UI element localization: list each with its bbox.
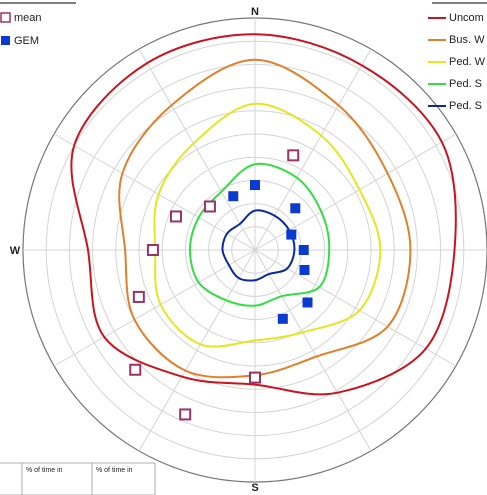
contour-line <box>70 33 457 396</box>
grid-spoke <box>53 249 256 367</box>
gem-marker <box>277 313 288 324</box>
legend-label: GEM <box>14 35 39 47</box>
legend-label: Uncom <box>449 12 484 24</box>
legend-swatch <box>0 12 11 23</box>
compass-label: N <box>251 6 259 18</box>
mean-marker <box>132 290 145 303</box>
gem-marker <box>228 191 239 202</box>
table-header: % of time in <box>26 467 63 474</box>
legend-label: Ped. S <box>449 100 482 112</box>
grid-spoke <box>138 48 256 251</box>
table-header: % of time in <box>96 467 133 474</box>
mean-marker <box>146 244 159 256</box>
grid-spoke <box>53 133 256 251</box>
mean-marker <box>179 408 192 421</box>
gem-marker <box>298 245 309 255</box>
gem-marker <box>299 264 310 275</box>
mean-marker <box>169 210 182 223</box>
gem-marker <box>290 203 301 214</box>
summary-table: % of time in % of time in <box>0 462 156 495</box>
legend-swatch <box>1 36 10 45</box>
legend-label: Ped. W <box>449 56 486 68</box>
mean-marker <box>287 149 300 162</box>
grid-spoke <box>254 249 372 452</box>
mean-marker <box>129 363 142 376</box>
grid-spoke <box>254 249 457 367</box>
legend-label: Ped. S <box>449 78 482 90</box>
compass-label: S <box>251 482 258 494</box>
contour-line <box>188 162 331 307</box>
legend-label: Bus. W <box>449 34 485 46</box>
polar-grid <box>22 17 487 483</box>
grid-spoke <box>138 249 256 452</box>
compass-label: W <box>10 245 21 257</box>
mean-marker <box>203 200 216 213</box>
mean-marker <box>249 371 261 384</box>
gem-marker <box>250 180 260 191</box>
gem-marker <box>302 297 313 308</box>
legend-label: mean <box>14 12 42 24</box>
grid-spoke <box>254 48 372 251</box>
gem-marker <box>286 229 297 240</box>
contour-line <box>153 102 382 348</box>
grid-spoke <box>254 133 457 251</box>
contour-line <box>221 209 296 282</box>
